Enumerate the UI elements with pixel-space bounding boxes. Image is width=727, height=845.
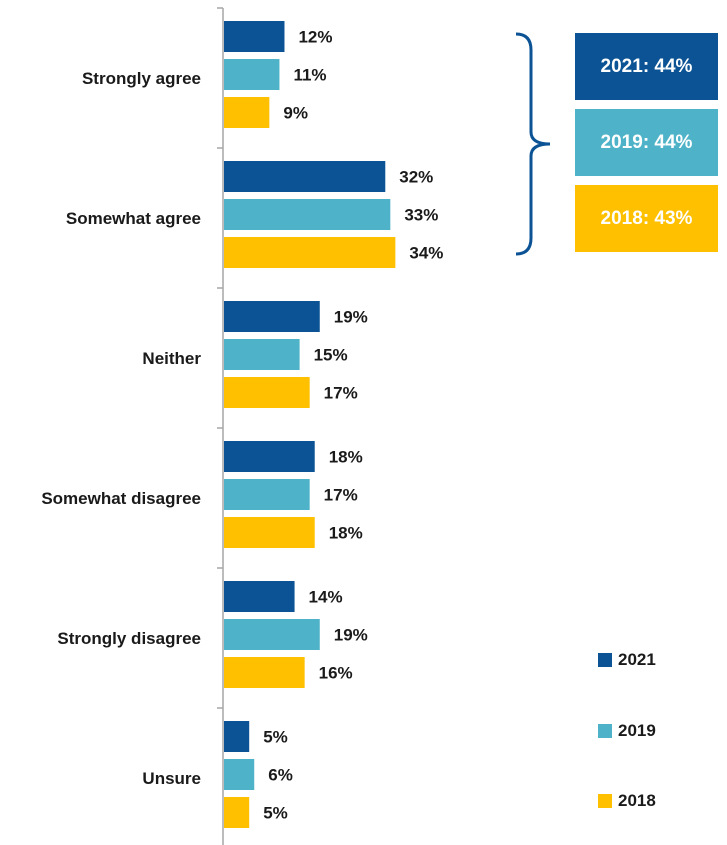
data-label-2018: 18% xyxy=(329,524,363,543)
bar-2019 xyxy=(224,759,255,790)
bar-2019 xyxy=(224,59,280,90)
data-label-2019: 33% xyxy=(404,206,438,225)
bar-2021 xyxy=(224,161,386,192)
bar-2021 xyxy=(224,21,285,52)
legend-label-2021: 2021 xyxy=(618,650,656,669)
summary-box-2018: 2018: 43% xyxy=(575,185,718,252)
data-label-2018: 17% xyxy=(324,384,358,403)
data-label-2018: 5% xyxy=(263,804,288,823)
legend-item-2021: 2021 xyxy=(598,650,656,670)
bar-2021 xyxy=(224,301,320,332)
bar-2021 xyxy=(224,721,250,752)
data-label-2021: 12% xyxy=(298,28,332,47)
legend-label-2019: 2019 xyxy=(618,721,656,740)
legend-swatch-2018 xyxy=(598,794,612,808)
category-label: Strongly disagree xyxy=(57,629,201,648)
data-label-2021: 14% xyxy=(309,588,343,607)
category-label: Strongly agree xyxy=(82,69,201,88)
summary-box-2021: 2021: 44% xyxy=(575,33,718,100)
bar-2018 xyxy=(224,237,396,268)
legend-label-2018: 2018 xyxy=(618,791,656,810)
legend-item-2018: 2018 xyxy=(598,791,656,811)
bar-2018 xyxy=(224,517,315,548)
bar-2019 xyxy=(224,199,391,230)
data-label-2018: 16% xyxy=(319,664,353,683)
bar-2018 xyxy=(224,797,250,828)
bar-2019 xyxy=(224,339,300,370)
bar-2019 xyxy=(224,619,320,650)
legend-swatch-2019 xyxy=(598,724,612,738)
data-label-2019: 6% xyxy=(268,766,293,785)
bar-2021 xyxy=(224,441,315,472)
category-label: Somewhat agree xyxy=(66,209,201,228)
bar-2018 xyxy=(224,377,310,408)
category-label: Somewhat disagree xyxy=(41,489,201,508)
category-label: Unsure xyxy=(142,769,201,788)
summary-bracket xyxy=(515,32,551,256)
category-label: Neither xyxy=(142,349,201,368)
summary-box-2019: 2019: 44% xyxy=(575,109,718,176)
bar-2018 xyxy=(224,657,305,688)
data-label-2019: 19% xyxy=(334,626,368,645)
data-label-2019: 17% xyxy=(324,486,358,505)
data-label-2019: 11% xyxy=(293,66,326,85)
data-label-2021: 18% xyxy=(329,448,363,467)
data-label-2021: 32% xyxy=(399,168,433,187)
bar-2021 xyxy=(224,581,295,612)
legend-item-2019: 2019 xyxy=(598,721,656,741)
legend-swatch-2021 xyxy=(598,653,612,667)
data-label-2021: 5% xyxy=(263,728,288,747)
data-label-2018: 9% xyxy=(283,104,308,123)
bar-2019 xyxy=(224,479,310,510)
data-label-2018: 34% xyxy=(409,244,443,263)
data-label-2019: 15% xyxy=(314,346,348,365)
data-label-2021: 19% xyxy=(334,308,368,327)
bar-2018 xyxy=(224,97,270,128)
